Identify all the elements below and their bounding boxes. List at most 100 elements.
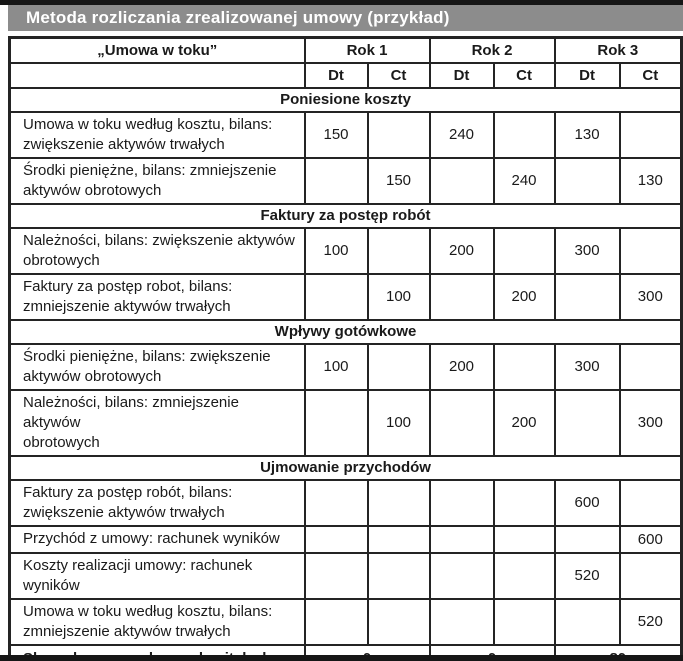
- value-cell: 130: [618, 156, 683, 205]
- value-cell: [428, 478, 495, 527]
- value-cell: [492, 342, 556, 391]
- value-cell: [618, 478, 683, 527]
- section-header-row: Ujmowanie przychodów: [8, 454, 683, 481]
- value-cell: [303, 478, 369, 527]
- header-row-dt-ct: Dt Ct Dt Ct Dt Ct: [8, 61, 683, 89]
- value-cell: [428, 597, 495, 646]
- value-cell: 600: [618, 524, 683, 554]
- value-cell: [366, 597, 431, 646]
- value-cell: [553, 524, 621, 554]
- corner-empty-cell: [8, 61, 306, 89]
- subheader-dt-3: Dt: [553, 61, 621, 89]
- value-cell: [303, 524, 369, 554]
- subheader-dt-2: Dt: [428, 61, 495, 89]
- row-label: Środki pieniężne, bilans: zmniejszenie a…: [8, 156, 306, 205]
- value-cell: [618, 342, 683, 391]
- value-cell: [303, 597, 369, 646]
- value-cell: [492, 110, 556, 159]
- bottom-accent-bar: [0, 655, 683, 661]
- value-cell: 300: [618, 272, 683, 321]
- subheader-ct-2: Ct: [492, 61, 556, 89]
- value-cell: 200: [492, 388, 556, 457]
- value-cell: 200: [492, 272, 556, 321]
- row-label: Faktury za postęp robot, bilans: zmniejs…: [8, 272, 306, 321]
- value-cell: 150: [366, 156, 431, 205]
- table-row: Środki pieniężne, bilans: zmniejszenie a…: [8, 156, 683, 205]
- value-cell: [553, 156, 621, 205]
- value-cell: 240: [428, 110, 495, 159]
- value-cell: [492, 524, 556, 554]
- value-cell: [366, 342, 431, 391]
- table-row: Należności, bilans: zwiększenie aktywów …: [8, 226, 683, 275]
- value-cell: 600: [553, 478, 621, 527]
- year-header-rok1: Rok 1: [303, 36, 431, 64]
- value-cell: 200: [428, 226, 495, 275]
- value-cell: [492, 597, 556, 646]
- value-cell: [618, 226, 683, 275]
- value-cell: 300: [618, 388, 683, 457]
- section-header-row: Faktury za postęp robót: [8, 202, 683, 229]
- subheader-dt-1: Dt: [303, 61, 369, 89]
- value-cell: 300: [553, 342, 621, 391]
- header-row-years: „Umowa w toku” Rok 1 Rok 2 Rok 3: [8, 36, 683, 64]
- value-cell: 520: [553, 551, 621, 600]
- table-title: Metoda rozliczania zrealizowanej umowy (…: [8, 5, 683, 31]
- section-header: Faktury za postęp robót: [8, 202, 683, 229]
- value-cell: 240: [492, 156, 556, 205]
- value-cell: [428, 524, 495, 554]
- value-cell: [428, 156, 495, 205]
- table-row: Faktury za postęp robót, bilans: zwiększ…: [8, 478, 683, 527]
- top-accent-bar: [0, 0, 683, 5]
- accounting-table: „Umowa w toku” Rok 1 Rok 2 Rok 3 Dt Ct D…: [8, 36, 683, 661]
- value-cell: 300: [553, 226, 621, 275]
- year-header-rok2: Rok 2: [428, 36, 556, 64]
- row-label: Należności, bilans: zwiększenie aktywów …: [8, 226, 306, 275]
- value-cell: 150: [303, 110, 369, 159]
- table-row: Środki pieniężne, bilans: zwiększenie ak…: [8, 342, 683, 391]
- value-cell: 100: [303, 226, 369, 275]
- value-cell: [428, 388, 495, 457]
- row-label: Należności, bilans: zmniejszenie aktywów…: [8, 388, 306, 457]
- value-cell: [366, 524, 431, 554]
- value-cell: [492, 551, 556, 600]
- row-label: Umowa w toku według kosztu, bilans: zwię…: [8, 110, 306, 159]
- row-label: Środki pieniężne, bilans: zwiększenie ak…: [8, 342, 306, 391]
- value-cell: [303, 551, 369, 600]
- subheader-ct-1: Ct: [366, 61, 431, 89]
- row-label: Faktury za postęp robót, bilans: zwiększ…: [8, 478, 306, 527]
- value-cell: [553, 272, 621, 321]
- value-cell: [492, 226, 556, 275]
- value-cell: [492, 478, 556, 527]
- section-header-row: Poniesione koszty: [8, 86, 683, 113]
- value-cell: [366, 551, 431, 600]
- value-cell: 100: [366, 388, 431, 457]
- value-cell: [366, 110, 431, 159]
- section-header-row: Wpływy gotówkowe: [8, 318, 683, 345]
- value-cell: 130: [553, 110, 621, 159]
- table-row: Przychód z umowy: rachunek wyników 600: [8, 524, 683, 554]
- value-cell: [618, 110, 683, 159]
- row-label: Przychód z umowy: rachunek wyników: [8, 524, 306, 554]
- value-cell: [366, 478, 431, 527]
- table-row: Koszty realizacji umowy: rachunek wynikó…: [8, 551, 683, 600]
- value-cell: [366, 226, 431, 275]
- table-row: Umowa w toku według kosztu, bilans: zmni…: [8, 597, 683, 646]
- value-cell: [553, 388, 621, 457]
- value-cell: 200: [428, 342, 495, 391]
- value-cell: [303, 388, 369, 457]
- value-cell: 520: [618, 597, 683, 646]
- subheader-ct-3: Ct: [618, 61, 683, 89]
- section-header: Poniesione koszty: [8, 86, 683, 113]
- corner-header-cell: „Umowa w toku”: [8, 36, 306, 64]
- row-label: Koszty realizacji umowy: rachunek wynikó…: [8, 551, 306, 600]
- value-cell: [618, 551, 683, 600]
- value-cell: [553, 597, 621, 646]
- value-cell: [303, 272, 369, 321]
- table-row: Faktury za postęp robot, bilans: zmniejs…: [8, 272, 683, 321]
- table-row: Umowa w toku według kosztu, bilans: zwię…: [8, 110, 683, 159]
- value-cell: [428, 272, 495, 321]
- row-label: Umowa w toku według kosztu, bilans: zmni…: [8, 597, 306, 646]
- table-row: Należności, bilans: zmniejszenie aktywów…: [8, 388, 683, 457]
- section-header: Ujmowanie przychodów: [8, 454, 683, 481]
